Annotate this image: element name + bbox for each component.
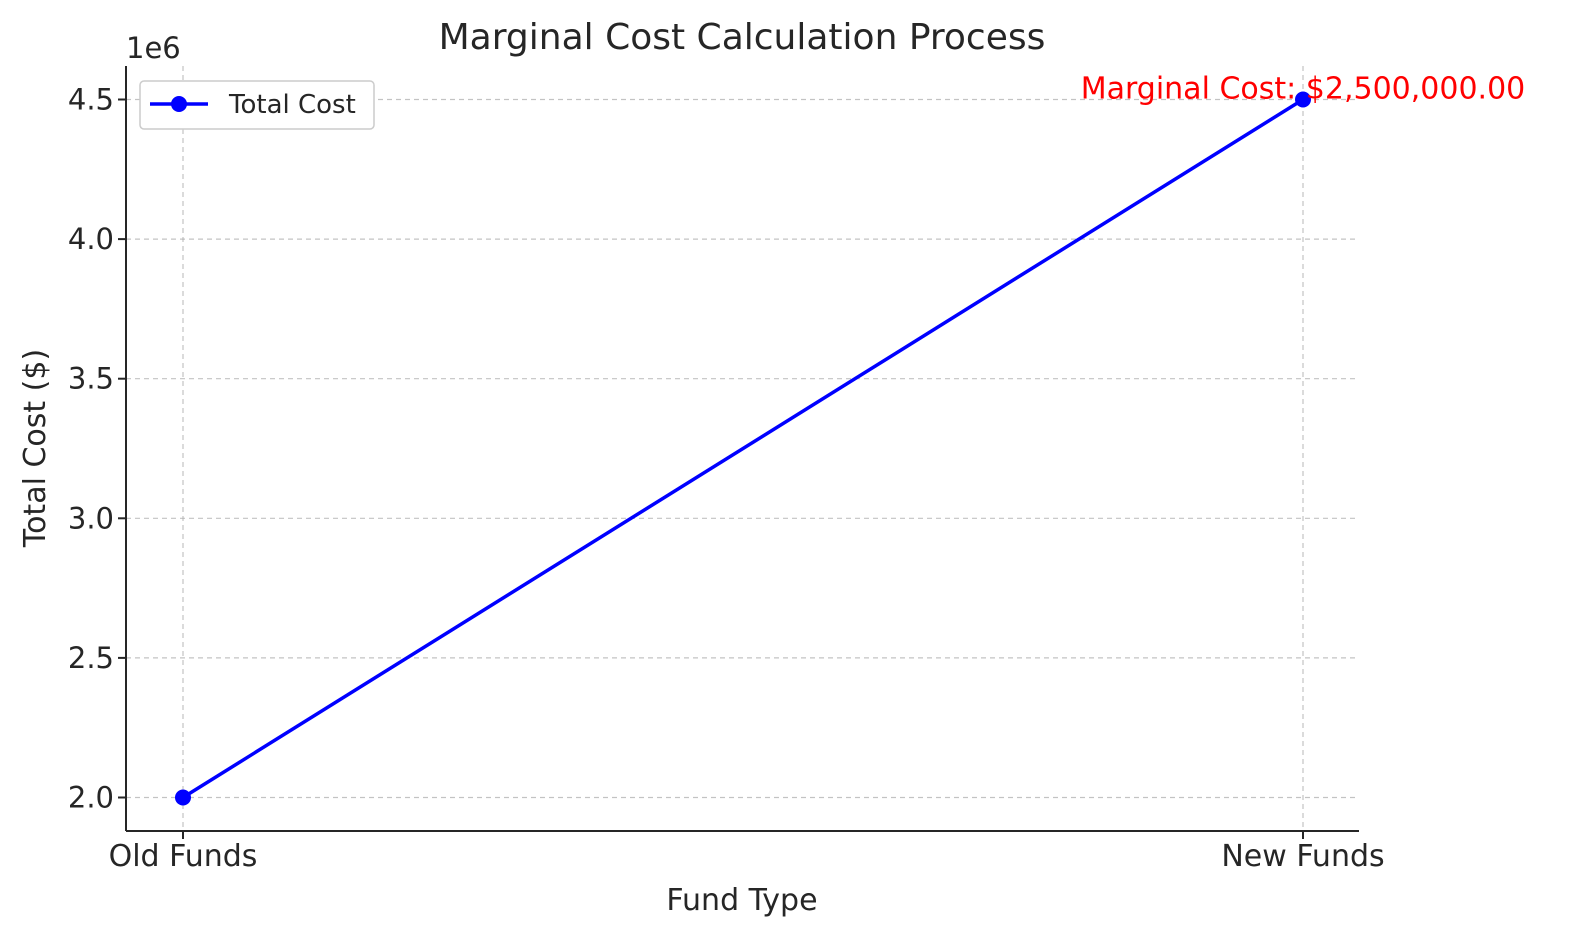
axes-layer xyxy=(118,66,1359,839)
series-line-0 xyxy=(182,98,1304,799)
x-axis-label: Fund Type xyxy=(666,883,817,918)
y-tick-label-1: 2.5 xyxy=(68,641,114,675)
text-layer: Marginal Cost Calculation Process Fund T… xyxy=(18,17,1525,918)
series-layer xyxy=(175,91,1311,806)
legend-label-total-cost: Total Cost xyxy=(228,90,356,120)
x-tick-label-0: Old Funds xyxy=(109,839,258,874)
chart-title: Marginal Cost Calculation Process xyxy=(439,17,1046,58)
y-tick-label-2: 3.0 xyxy=(68,501,114,535)
data-point-0-0 xyxy=(175,789,191,806)
x-tick-label-1: New Funds xyxy=(1221,839,1384,874)
y-tick-label-3: 3.5 xyxy=(68,362,114,396)
y-axis-offset-label: 1e6 xyxy=(126,31,181,65)
marginal-cost-annotation: Marginal Cost: $2,500,000.00 xyxy=(1081,72,1526,107)
y-tick-label-0: 2.0 xyxy=(68,780,114,814)
y-tick-label-5: 4.5 xyxy=(68,83,114,117)
legend-box xyxy=(139,80,375,130)
y-axis-label: Total Cost ($) xyxy=(18,349,53,548)
grid-layer xyxy=(126,66,1359,831)
legend: Total Cost xyxy=(139,80,375,130)
legend-marker-swatch xyxy=(171,96,187,112)
y-tick-label-4: 4.0 xyxy=(68,222,114,256)
data-point-0-1 xyxy=(1295,91,1311,108)
